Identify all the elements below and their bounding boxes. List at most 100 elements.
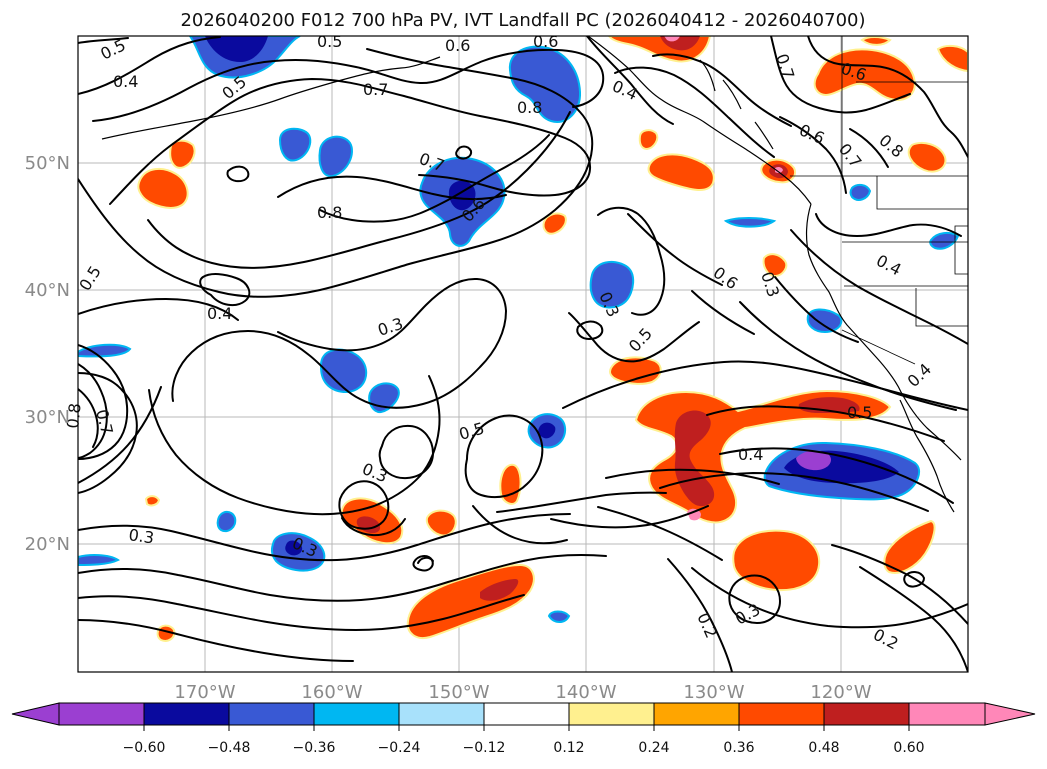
contour-label-12: 0.8 bbox=[317, 203, 342, 222]
negative-anomaly-coastal-east-peak bbox=[796, 450, 832, 471]
positive-anomaly-small-central-north-2 bbox=[638, 129, 659, 151]
contour-line-25 bbox=[568, 312, 700, 363]
contour-line-34 bbox=[171, 277, 507, 409]
contour-label-6: 0.6 bbox=[533, 32, 558, 51]
positive-anomaly-northeast-right bbox=[813, 48, 916, 101]
negative-anomaly-coastal-small-3 bbox=[849, 183, 872, 201]
colorbar-label-1: −0.60 bbox=[123, 740, 166, 756]
contour-line-8 bbox=[277, 175, 507, 201]
colorbar-label-6: 0.12 bbox=[553, 740, 584, 756]
contour-label-2: 0.4 bbox=[113, 72, 138, 91]
contour-line-44 bbox=[550, 505, 709, 529]
latitude-label-50n: 50°N bbox=[25, 153, 70, 174]
contour-line-30 bbox=[78, 363, 108, 459]
latitude-label-30n: 30°N bbox=[25, 407, 70, 428]
contour-line-29 bbox=[78, 344, 129, 460]
contour-line-57 bbox=[859, 566, 968, 672]
negative-anomaly-gulf-of-alaska-core bbox=[205, 36, 268, 62]
colorbar-segment-3 bbox=[228, 702, 315, 726]
positive-anomaly-coastal-northeast-core-pink bbox=[775, 166, 783, 174]
colorbar-label-10: 0.60 bbox=[893, 740, 924, 756]
contour-line-18 bbox=[815, 213, 962, 237]
contour-line-53 bbox=[597, 506, 723, 561]
contour-line-17 bbox=[849, 128, 889, 168]
colorbar-left-extension bbox=[11, 702, 60, 726]
contour-line-20 bbox=[774, 276, 859, 343]
negative-anomaly-small-dot-2 bbox=[547, 610, 571, 623]
positive-anomaly-mid-southern-large-pink bbox=[687, 508, 701, 521]
colorbar-segment-5 bbox=[398, 702, 485, 726]
contour-line-6 bbox=[147, 111, 571, 269]
contour-layer bbox=[78, 36, 968, 672]
contour-line-7 bbox=[319, 134, 550, 223]
map-title: 2026040200 F012 700 hPa PV, IVT Landfall… bbox=[180, 10, 865, 31]
colorbar-segment-7 bbox=[568, 702, 655, 726]
contour-line-38 bbox=[562, 360, 968, 411]
contour-line-24 bbox=[597, 206, 666, 316]
contour-label-32: 0.3 bbox=[127, 525, 155, 547]
positive-anomaly-small-west-4 bbox=[144, 495, 161, 507]
contour-line-4 bbox=[109, 78, 592, 205]
contour-line-28 bbox=[78, 298, 239, 321]
contour-line-55 bbox=[667, 558, 733, 672]
contour-line-45 bbox=[472, 505, 568, 545]
contour-line-56 bbox=[831, 544, 968, 625]
contour-line-35 bbox=[148, 375, 441, 516]
positive-anomaly-small-west-2 bbox=[499, 463, 522, 505]
contour-line-49 bbox=[78, 554, 607, 602]
contour-line-58 bbox=[903, 571, 925, 588]
contour-line-19 bbox=[790, 229, 968, 345]
contour-line-15 bbox=[807, 36, 968, 158]
positive-anomaly-mid-southern-large-core bbox=[674, 410, 715, 507]
contour-line-50 bbox=[78, 594, 525, 631]
contour-label-29: 0.4 bbox=[738, 445, 763, 464]
contour-line-16 bbox=[779, 116, 847, 194]
contour-line-3 bbox=[92, 48, 605, 122]
longitude-label-150w: 150°W bbox=[428, 682, 489, 703]
map-frame bbox=[77, 35, 969, 673]
longitude-label-130w: 130°W bbox=[683, 682, 744, 703]
negative-anomaly-coastal-small-1 bbox=[806, 308, 843, 334]
colorbar-segment-10 bbox=[823, 702, 910, 726]
contour-label-26: 0.5 bbox=[847, 403, 872, 422]
contour-line-46 bbox=[338, 480, 390, 530]
contour-line-39 bbox=[706, 405, 945, 442]
california-interior-border bbox=[841, 329, 916, 365]
positive-anomaly-small-west-1 bbox=[425, 509, 457, 537]
contour-line-43 bbox=[496, 491, 667, 513]
negative-anomaly-coastal-small-2 bbox=[723, 217, 777, 228]
contour-line-23 bbox=[627, 213, 723, 286]
border-layer bbox=[790, 36, 968, 365]
positive-anomaly-small-central-north bbox=[542, 212, 567, 235]
map-area: 0.5 0.4 0.5 0.5 0.6 0.6 0.7 0.8 0.4 0.7 … bbox=[63, 32, 969, 673]
negative-anomaly-north-pacific-small-2 bbox=[318, 135, 353, 178]
colorbar-label-4: −0.24 bbox=[378, 740, 421, 756]
colorbar-segment-11 bbox=[908, 702, 986, 726]
longitude-label-160w: 160°W bbox=[301, 682, 362, 703]
longitude-label-120w: 120°W bbox=[810, 682, 871, 703]
positive-anomaly-northeast-right-upper bbox=[860, 36, 892, 46]
positive-anomaly-mid-coastal-north bbox=[762, 253, 788, 278]
longitude-label-140w: 140°W bbox=[555, 682, 616, 703]
colorbar-segment-9 bbox=[738, 702, 825, 726]
negative-anomaly-west-central bbox=[319, 348, 368, 394]
colorbar-segment-1 bbox=[58, 702, 145, 726]
latitude-label-40n: 40°N bbox=[25, 280, 70, 301]
colorbar-label-8: 0.36 bbox=[723, 740, 754, 756]
ivt-shading-layer bbox=[78, 36, 968, 642]
state-border-nevada-california bbox=[915, 288, 968, 327]
contour-label-7: 0.7 bbox=[363, 80, 388, 99]
colorbar-label-7: 0.24 bbox=[638, 740, 669, 756]
positive-anomaly-subtropical-central-core bbox=[480, 579, 519, 601]
contour-line-31 bbox=[78, 388, 99, 448]
contour-line-11 bbox=[586, 36, 674, 125]
negative-anomaly-north-pacific-east bbox=[508, 45, 582, 124]
positive-anomaly-northeast-right-edge bbox=[936, 44, 968, 73]
contour-label-20: 0.4 bbox=[207, 304, 232, 323]
contour-line-36 bbox=[378, 424, 434, 480]
positive-anomaly-coastal-northeast bbox=[647, 153, 715, 191]
positive-anomaly-west-northern-small bbox=[169, 139, 196, 169]
positive-anomaly-mid-west-coastal bbox=[609, 356, 662, 385]
axis-labels: 170°W 160°W 150°W 140°W 130°W 120°W 50°N… bbox=[25, 153, 872, 703]
